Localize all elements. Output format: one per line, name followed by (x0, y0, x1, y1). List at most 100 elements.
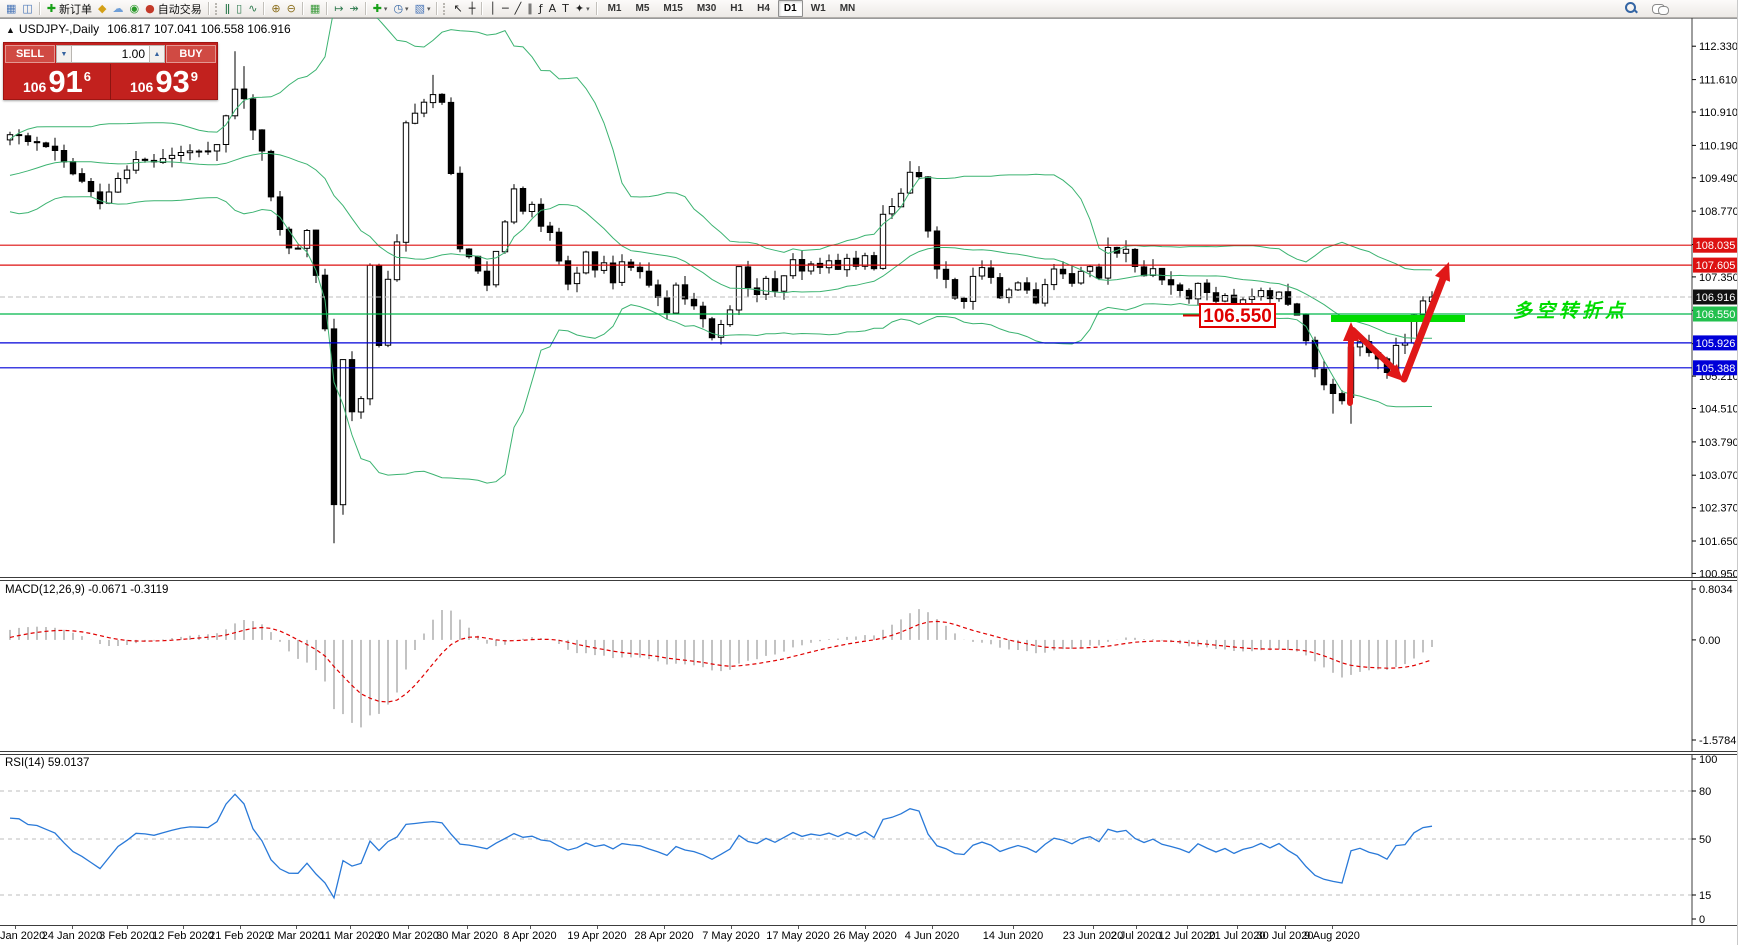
macd-tick-label: 0.00 (1699, 635, 1720, 647)
toolbar-separator (38, 2, 41, 15)
sell-price[interactable]: 106 91 6 (4, 64, 110, 100)
timeframe-m5[interactable]: M5 (635, 3, 650, 14)
price-callout-box[interactable] (1199, 303, 1276, 328)
time-tick (1285, 926, 1286, 929)
toolbar-separator (263, 2, 266, 15)
tile-windows-icon[interactable]: ▦ (307, 1, 323, 17)
new-order-icon-label: 新订单 (59, 3, 93, 16)
one-click-collapse-triangle[interactable]: ▲ (6, 25, 15, 35)
autotrading-icon[interactable]: ● 自动交易 (142, 1, 205, 17)
support-highlight-bar[interactable] (1331, 315, 1465, 322)
search-icon[interactable] (1625, 2, 1638, 15)
turning-point-annotation[interactable]: 多空转折点 (1513, 300, 1628, 322)
price-chart-panel[interactable]: 106.550 多空转折点 112.330 111.610 110.910 110.190… (0, 18, 1738, 577)
rsi-panel[interactable]: 100 80 50 15 0 (0, 755, 1738, 926)
indicators-icon-dropdown[interactable]: ▾ (383, 5, 388, 13)
time-tick-label: 11 Mar 2020 (319, 930, 381, 942)
timeframe-d1[interactable]: D1 (777, 0, 803, 17)
text-icon[interactable]: A (546, 1, 560, 17)
trendline-icon[interactable]: ╱ (512, 1, 525, 17)
macd-panel[interactable]: 0.8034 0.00 -1.5784 (0, 581, 1738, 751)
text-label-icon[interactable]: T (559, 1, 572, 17)
timeframe-h4[interactable]: H4 (757, 3, 770, 14)
toolbar-separator (207, 2, 210, 15)
chat-icon[interactable] (1652, 3, 1669, 15)
time-tick-label: 20 Mar 2020 (377, 930, 439, 942)
timeframe-m1[interactable]: M1 (607, 3, 622, 14)
sell-button[interactable]: SELL (5, 45, 55, 63)
templates-icon-dropdown[interactable]: ▾ (426, 5, 431, 13)
price-level-badge-105.388: 105.388 (1693, 360, 1737, 376)
volume-increase-button[interactable]: ▲ (149, 45, 165, 63)
macd-values: -0.0671 -0.3119 (88, 584, 169, 596)
data-window-icon[interactable]: ◫ (19, 1, 35, 17)
time-tick-label: 7 May 2020 (702, 930, 760, 942)
arrows-icon[interactable]: ✦ ▾ (572, 1, 593, 17)
rsi-tick-label: 15 (1699, 890, 1711, 902)
trend-arrow-2[interactable] (1350, 327, 1403, 381)
price-tick-label: 100.950 (1699, 568, 1738, 577)
rsi-tick-label: 0 (1699, 914, 1705, 926)
price-callout-text: 106.550 (1203, 306, 1272, 327)
crosshair-icon[interactable]: ┼ (466, 1, 479, 17)
tile-windows-icon-glyph: ▦ (309, 1, 321, 15)
market-watch-icon[interactable]: ▦ (3, 1, 19, 17)
timeframe-mn[interactable]: MN (839, 3, 856, 14)
line-chart-icon[interactable]: ∿ (245, 1, 260, 17)
trend-arrow-3[interactable] (1400, 262, 1450, 383)
mql5-community-icon[interactable]: ☁ (110, 1, 127, 17)
volume-input[interactable] (72, 45, 149, 63)
auto-scroll-icon[interactable]: ↦ (331, 1, 346, 17)
buy-price[interactable]: 106 93 9 (111, 64, 217, 100)
mql5-community-icon-glyph: ☁ (112, 1, 124, 15)
svg-text:105.926: 105.926 (1696, 338, 1736, 350)
price-tick-label: 102.370 (1699, 503, 1738, 515)
history-center-icon[interactable]: ◆ (95, 1, 109, 17)
templates-icon[interactable]: ▧ ▾ (412, 1, 434, 17)
price-tick-label: 109.490 (1699, 173, 1738, 185)
arrows-icon-dropdown[interactable]: ▾ (586, 5, 590, 13)
panel-separator-rsi[interactable] (0, 751, 1737, 755)
time-tick (597, 926, 598, 929)
time-tick-label: 21 Feb 2020 (209, 930, 271, 942)
chart-shift-icon[interactable]: ↠ (346, 1, 361, 17)
signals-icon[interactable]: ◉ (127, 1, 143, 17)
time-tick-label: 30 Jul 2020 (1256, 930, 1314, 942)
zoom-in-icon[interactable]: ⊕ (268, 1, 283, 17)
bar-chart-icon[interactable]: ǁ (222, 1, 233, 17)
market-watch-icon-glyph: ▦ (6, 1, 17, 15)
time-tick (15, 926, 16, 929)
cursor-icon[interactable]: ↖ (450, 1, 465, 17)
horizontal-line-icon[interactable]: ─ (499, 1, 512, 17)
timeframe-h1[interactable]: H1 (730, 3, 744, 14)
equidistant-channel-icon[interactable]: ∥ (524, 1, 536, 17)
volume-decrease-button[interactable]: ▼ (56, 45, 72, 63)
indicators-icon[interactable]: ✚ ▾ (370, 1, 391, 17)
periods-icon-dropdown[interactable]: ▾ (405, 5, 409, 13)
time-tick-label: 4 Jun 2020 (904, 930, 960, 942)
candlestick-chart-icon[interactable]: ▯ (233, 1, 245, 17)
toolbar-separator (326, 2, 329, 15)
buy-button[interactable]: BUY (166, 45, 216, 63)
price-tick-label: 112.330 (1699, 41, 1738, 53)
time-tick (1093, 926, 1094, 929)
price-tick-label: 107.350 (1699, 272, 1738, 284)
timeframe-m15[interactable]: M15 (663, 3, 683, 14)
new-order-icon[interactable]: ✚ 新订单 (44, 1, 95, 17)
rsi-tick-label: 100 (1699, 755, 1717, 766)
time-tick-label: 28 Apr 2020 (634, 930, 694, 942)
time-tick (865, 926, 866, 929)
time-tick-label: 15 Jan 2020 (0, 930, 46, 942)
price-level-badge-108.035: 108.035 (1693, 237, 1737, 253)
periods-icon[interactable]: ◷ ▾ (390, 1, 411, 17)
fibonacci-icon[interactable]: ƒ (536, 1, 546, 17)
zoom-out-icon[interactable]: ⊖ (284, 1, 299, 17)
panel-separator-macd[interactable] (0, 577, 1737, 581)
timeframe-m30[interactable]: M30 (696, 3, 717, 14)
timeframe-w1[interactable]: W1 (810, 3, 826, 14)
time-tick-label: 24 Jan 2020 (41, 930, 103, 942)
indicators-icon-glyph: ✚ (372, 1, 382, 15)
vertical-line-icon[interactable]: │ (486, 1, 499, 17)
chart-window: ▲ USDJPY-,Daily 106.817 107.041 106.558 10… (0, 18, 1738, 945)
